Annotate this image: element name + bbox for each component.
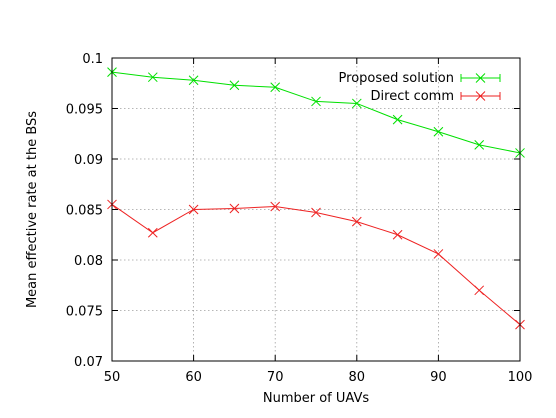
data-point bbox=[188, 75, 199, 86]
x-tick-label: 100 bbox=[508, 370, 533, 385]
data-point bbox=[392, 229, 403, 240]
x-tick-label: 90 bbox=[430, 370, 447, 385]
axis-ticks bbox=[111, 57, 521, 362]
y-tick-label: 0.085 bbox=[66, 204, 103, 219]
data-point bbox=[188, 204, 199, 215]
y-tick-label: 0.095 bbox=[66, 103, 103, 118]
y-tick-label: 0.07 bbox=[74, 355, 103, 370]
data-point bbox=[270, 201, 281, 212]
y-axis-label: Mean effective rate at the BSs bbox=[25, 111, 40, 308]
legend-marker bbox=[475, 73, 486, 83]
x-axis-label: Number of UAVs bbox=[263, 391, 369, 406]
series-line bbox=[111, 204, 521, 326]
tick-labels: 50 60 70 80 90 100 0.07 0.075 0.08 0.085 0.09 0.095… bbox=[66, 52, 533, 385]
data-point bbox=[392, 114, 403, 125]
data-point bbox=[229, 203, 240, 214]
data-point bbox=[229, 80, 240, 91]
data-point bbox=[351, 98, 362, 109]
series-proposed-solution bbox=[107, 67, 525, 158]
data-point bbox=[351, 216, 362, 227]
grid bbox=[112, 58, 520, 361]
data-point bbox=[433, 126, 444, 137]
x-tick-label: 60 bbox=[185, 370, 202, 385]
data-point bbox=[311, 207, 321, 218]
legend: Proposed solution Direct comm bbox=[339, 71, 501, 104]
legend-label: Proposed solution bbox=[339, 71, 454, 86]
y-tick-label: 0.1 bbox=[82, 52, 103, 67]
x-tick-label: 50 bbox=[104, 370, 121, 385]
data-point bbox=[270, 82, 281, 93]
legend-marker bbox=[475, 91, 486, 101]
series-layer bbox=[107, 67, 525, 330]
data-point bbox=[474, 285, 485, 296]
x-tick-label: 80 bbox=[349, 370, 366, 385]
data-point bbox=[433, 249, 444, 259]
data-point bbox=[147, 72, 158, 83]
data-point bbox=[147, 227, 158, 238]
y-tick-label: 0.075 bbox=[66, 305, 103, 320]
legend-label: Direct comm bbox=[371, 89, 454, 104]
series-line bbox=[111, 71, 521, 154]
series-direct-comm bbox=[107, 199, 525, 330]
y-tick-label: 0.09 bbox=[74, 153, 103, 168]
data-point bbox=[311, 96, 321, 107]
x-tick-label: 70 bbox=[267, 370, 284, 385]
data-point bbox=[474, 140, 485, 150]
y-tick-label: 0.08 bbox=[74, 254, 103, 269]
